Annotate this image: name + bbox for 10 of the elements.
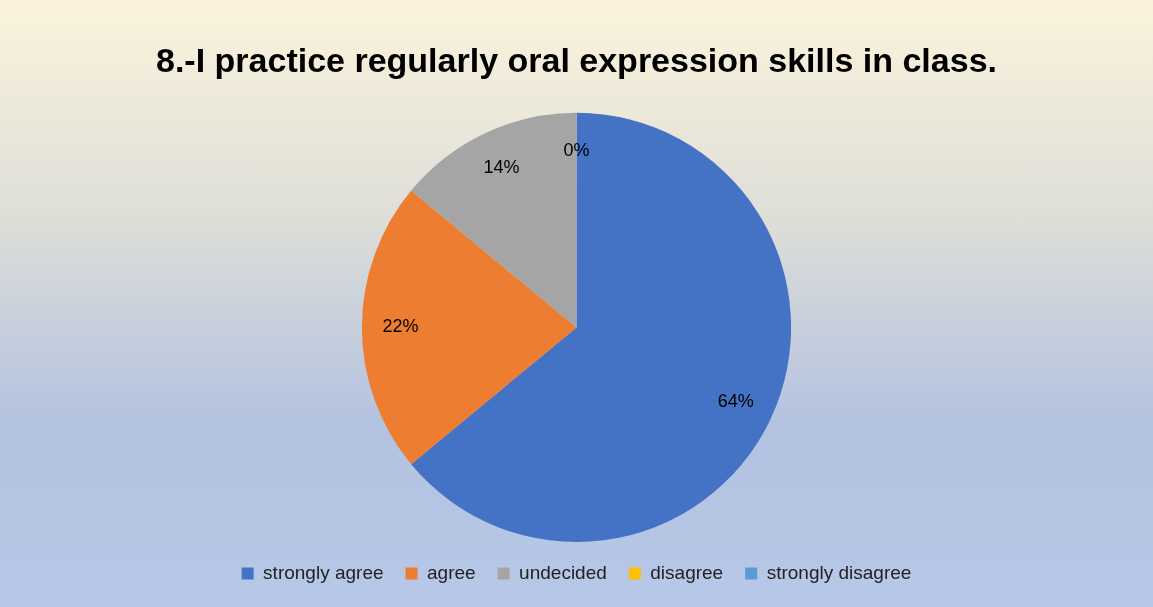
data-label: 14% bbox=[483, 157, 520, 178]
chart-title: 8.-I practice regularly oral expression skills in class. bbox=[156, 40, 997, 79]
data-label: 64% bbox=[717, 391, 754, 412]
legend-label: strongly agree bbox=[263, 561, 384, 583]
legend-label: undecided bbox=[519, 561, 607, 583]
legend-label: strongly disagree bbox=[766, 561, 912, 583]
data-label: 22% bbox=[382, 316, 419, 337]
legend-label: agree bbox=[427, 561, 476, 583]
legend-label: disagree bbox=[650, 561, 724, 583]
text: 0% bbox=[563, 140, 590, 161]
